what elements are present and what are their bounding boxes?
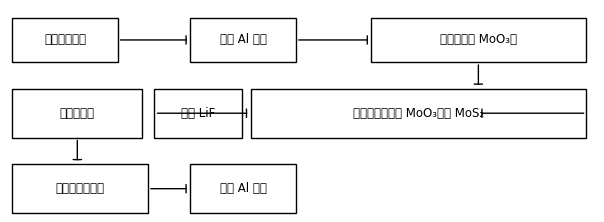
Text: 蒸镀 Al 栅极: 蒸镀 Al 栅极 <box>220 182 266 195</box>
Text: 蒸镀 Al 背极: 蒸镀 Al 背极 <box>220 34 266 46</box>
Text: 还原烘干石墨烯: 还原烘干石墨烯 <box>56 182 104 195</box>
Text: 溶液法制备 MoO₃层: 溶液法制备 MoO₃层 <box>440 34 517 46</box>
Bar <box>371 18 586 62</box>
Text: 清洗柔性衬底: 清洗柔性衬底 <box>44 34 86 46</box>
Bar <box>190 18 296 62</box>
Text: 退火并原位硫化 MoO₃制备 MoS₂: 退火并原位硫化 MoO₃制备 MoS₂ <box>353 107 484 120</box>
Bar <box>251 89 586 138</box>
Bar <box>12 18 118 62</box>
Bar <box>154 89 242 138</box>
Text: 蒸镀 LiF: 蒸镀 LiF <box>181 107 215 120</box>
Text: 旋涂石墨烯: 旋涂石墨烯 <box>60 107 94 120</box>
Bar <box>12 89 142 138</box>
Bar <box>190 164 296 213</box>
Bar <box>12 164 148 213</box>
